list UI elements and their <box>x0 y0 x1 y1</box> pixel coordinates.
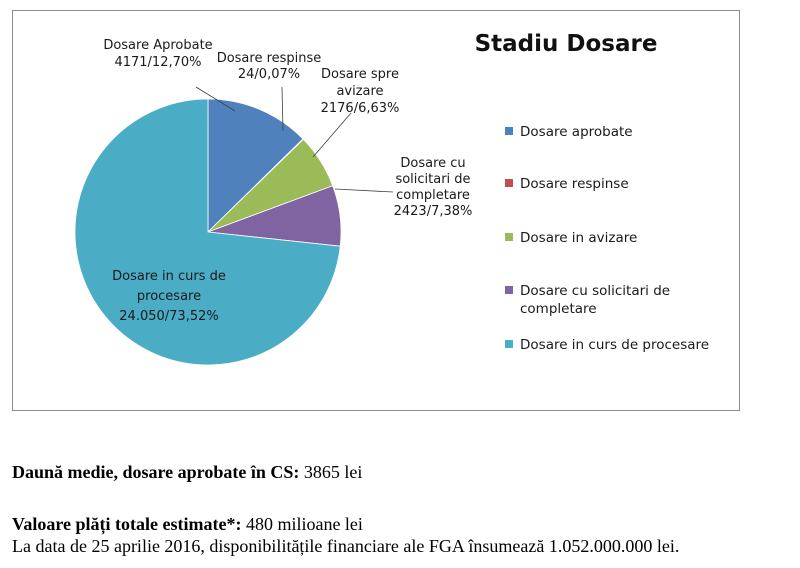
slice-label-dosare-aprobate: Dosare Aprobate 4171/12,70% <box>103 38 212 70</box>
legend-swatch-dosare-cu-solicitari-de-completare <box>505 286 513 294</box>
legend-swatch-dosare-in-curs-de-procesare <box>505 340 513 348</box>
legend-label-dosare-in-curs-de-procesare: Dosare in curs de procesare <box>520 337 709 353</box>
average-damage-line: Daună medie, dosare aprobate în CS: 3865… <box>12 462 362 482</box>
legend-swatch-dosare-in-avizare <box>505 233 513 241</box>
chart-title: Stadiu Dosare <box>475 31 658 57</box>
legend-swatch-dosare-aprobate <box>505 127 513 135</box>
leader-line-dosare-respinse <box>281 86 284 132</box>
leader-line-dosare-in-avizare <box>312 112 352 158</box>
estimated-payments-label: Valoare plăți totale estimate*: <box>12 514 242 534</box>
legend-swatch-dosare-respinse <box>505 179 513 187</box>
slice-label-dosare-in-curs-de-procesare: Dosare in curs de procesare 24.050/73,52% <box>112 269 226 324</box>
slice-label-dosare-respinse: Dosare respinse 24/0,07% <box>217 51 322 82</box>
financial-availability-text: La data de 25 aprilie 2016, disponibilit… <box>12 536 680 556</box>
chart-legend: Dosare aprobate Dosare respinse Dosare in … <box>505 124 709 353</box>
slice-label-dosare-cu-solicitari-de-completare: Dosare cu solicitari de completare 2423/7,3… <box>394 156 473 219</box>
legend-label-dosare-in-avizare: Dosare in avizare <box>520 230 637 246</box>
legend-label-dosare-cu-solicitari-de-completare: Dosare cu solicitari de completare <box>520 283 670 317</box>
legend-label-dosare-aprobate: Dosare aprobate <box>520 124 633 140</box>
pie-slice-dosare-in-curs-de-procesare <box>74 98 341 366</box>
chart-canvas: Dosare Aprobate 4171/12,70% Dosare respins… <box>74 31 709 366</box>
average-damage-label: Daună medie, dosare aprobate în CS: <box>12 462 300 482</box>
estimated-payments-value: 480 milioane lei <box>241 514 363 534</box>
leader-line-dosare-aprobate <box>195 86 236 112</box>
legend-label-dosare-respinse: Dosare respinse <box>520 176 629 192</box>
pie-chart: Dosare Aprobate 4171/12,70% Dosare respins… <box>12 10 740 411</box>
slice-label-dosare-in-avizare: Dosare spre avizare 2176/6,63% <box>321 67 400 116</box>
pie-slice-dosare-aprobate <box>207 98 304 233</box>
average-damage-value: 3865 lei <box>299 462 363 482</box>
estimated-payments-line: Valoare plăți totale estimate*: 480 mili… <box>12 514 363 534</box>
leader-line-dosare-cu-solicitari-de-completare <box>334 188 394 193</box>
